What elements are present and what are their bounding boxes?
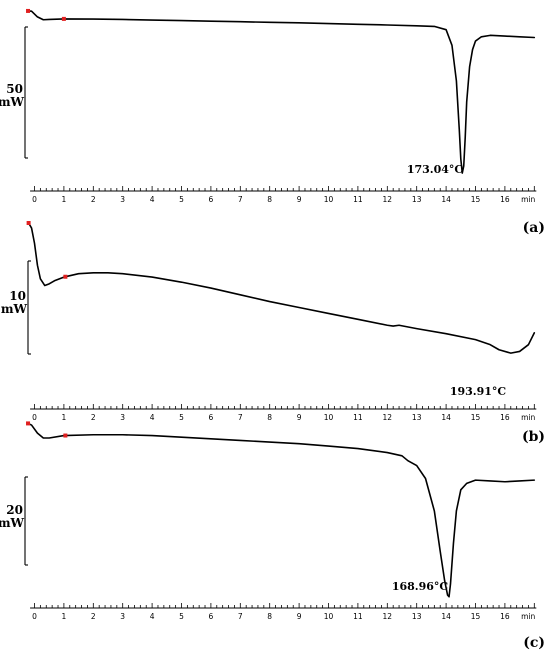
scale-bar-value-a: 50: [6, 82, 23, 96]
x-tick-label-b-12: 12: [383, 413, 393, 422]
x-tick-label-b-1: 1: [62, 413, 67, 422]
x-tick-label-a-7: 7: [238, 195, 243, 204]
dsc-curve-c: [27, 422, 536, 598]
x-tick-label-a-10: 10: [324, 195, 334, 204]
marker-a-0: [26, 8, 31, 13]
x-tick-label-c-9: 9: [297, 612, 302, 621]
x-tick-label-a-2: 2: [91, 195, 96, 204]
x-tick-label-c-3: 3: [120, 612, 125, 621]
x-axis-c: 0 1 2 3 4 5 6 7 8 9 10 11 12 13 14 15 16 min: [30, 603, 537, 621]
panel-label-c: (c): [523, 635, 545, 651]
scale-bar-value-c: 20: [6, 503, 23, 517]
x-tick-label-b-6: 6: [209, 413, 214, 422]
marker-c-1: [63, 433, 68, 438]
markers-c: [26, 421, 68, 438]
x-tick-label-a-3: 3: [120, 195, 125, 204]
scale-bar-unit-b: mW: [1, 302, 28, 316]
marker-b-0: [26, 221, 31, 225]
scale-bar-b: 10 mW: [1, 260, 31, 355]
x-tick-label-a-12: 12: [383, 195, 393, 204]
x-tick-label-a-5: 5: [179, 195, 184, 204]
x-tick-label-a-6: 6: [209, 195, 214, 204]
x-tick-label-a-16: 16: [500, 195, 510, 204]
x-tick-label-b-11: 11: [353, 413, 363, 422]
x-tick-label-a-13: 13: [412, 195, 422, 204]
x-tick-label-a-14: 14: [441, 195, 451, 204]
x-tick-label-a-4: 4: [150, 195, 155, 204]
x-tick-label-c-11: 11: [353, 612, 363, 621]
x-axis-a: 0 1 2 3 4 5 6 7 8 9 10 11 12 13 14 15 16 min: [30, 186, 537, 204]
markers-a: [26, 8, 66, 21]
x-tick-label-a-11: 11: [353, 195, 363, 204]
peak-annotation-c: 168.96°C: [392, 580, 449, 593]
x-tick-label-b-2: 2: [91, 413, 96, 422]
plot-area: [27, 222, 536, 354]
plot-area: [27, 422, 536, 598]
x-tick-label-b-8: 8: [267, 413, 272, 422]
marker-b-1: [63, 274, 68, 279]
x-tick-label-a-0: 0: [32, 195, 37, 204]
chart-panel-c: 20 mW 168.96°C 0 1 2 3 4 5 6 7 8 9 10 11 12 13 14 15 16 …: [0, 421, 545, 651]
x-tick-label-a-8: 8: [267, 195, 272, 204]
x-tick-label-b-5: 5: [179, 413, 184, 422]
scale-bar-c: 20 mW: [0, 476, 28, 566]
x-axis-b: 0 1 2 3 4 5 6 7 8 9 10 11 12 13 14 15 16 min: [30, 404, 537, 422]
x-tick-label-c-10: 10: [324, 612, 334, 621]
x-tick-label-c-15: 15: [471, 612, 481, 621]
peak-annotation-b: 193.91°C: [450, 385, 507, 398]
x-tick-label-c-5: 5: [179, 612, 184, 621]
x-tick-label-c-8: 8: [267, 612, 272, 621]
x-tick-label-a-1: 1: [62, 195, 67, 204]
scale-bar-unit-a: mW: [0, 95, 25, 109]
scale-bar-value-b: 10: [9, 289, 26, 303]
marker-c-0: [26, 421, 31, 426]
x-tick-label-c-13: 13: [412, 612, 422, 621]
x-tick-label-c-12: 12: [383, 612, 393, 621]
chart-panel-b: 10 mW 193.91°C 0 1 2 3 4 5 6 7 8 9 10 11 12 13 14 15 16 …: [1, 221, 545, 445]
peak-annotation-a: 173.04°C: [407, 163, 464, 176]
x-tick-label-b-14: 14: [441, 413, 451, 422]
x-tick-label-b-3: 3: [120, 413, 125, 422]
x-axis-unit-b: min: [521, 413, 535, 422]
x-tick-label-b-15: 15: [471, 413, 481, 422]
x-tick-label-a-9: 9: [297, 195, 302, 204]
x-tick-label-b-16: 16: [500, 413, 510, 422]
x-tick-label-b-13: 13: [412, 413, 422, 422]
x-tick-label-b-4: 4: [150, 413, 155, 422]
markers-b: [26, 221, 68, 279]
plot-area: [27, 10, 536, 174]
x-tick-label-b-10: 10: [324, 413, 334, 422]
x-axis-unit-c: min: [521, 612, 535, 621]
marker-a-1: [61, 16, 66, 21]
x-tick-label-c-6: 6: [209, 612, 214, 621]
scale-bar-unit-c: mW: [0, 516, 25, 530]
x-tick-label-a-15: 15: [471, 195, 481, 204]
chart-panel-a: 50 mW 173.04°C 0 1 2 3 4 5 6 7 8 9 10 11 12 13 14 15 16 …: [0, 8, 545, 236]
panel-label-b: (b): [522, 429, 545, 445]
x-tick-label-c-1: 1: [62, 612, 67, 621]
x-tick-label-c-2: 2: [91, 612, 96, 621]
x-tick-label-b-0: 0: [32, 413, 37, 422]
x-axis-unit-a: min: [521, 195, 535, 204]
dsc-curve-a: [27, 10, 536, 174]
x-tick-label-c-16: 16: [500, 612, 510, 621]
x-tick-label-c-7: 7: [238, 612, 243, 621]
x-tick-label-b-9: 9: [297, 413, 302, 422]
scale-bar-a: 50 mW: [0, 26, 28, 159]
panel-label-a: (a): [523, 220, 545, 236]
x-tick-label-c-4: 4: [150, 612, 155, 621]
x-tick-label-c-14: 14: [441, 612, 451, 621]
x-tick-label-c-0: 0: [32, 612, 37, 621]
x-tick-label-b-7: 7: [238, 413, 243, 422]
dsc-curve-b: [27, 222, 536, 354]
